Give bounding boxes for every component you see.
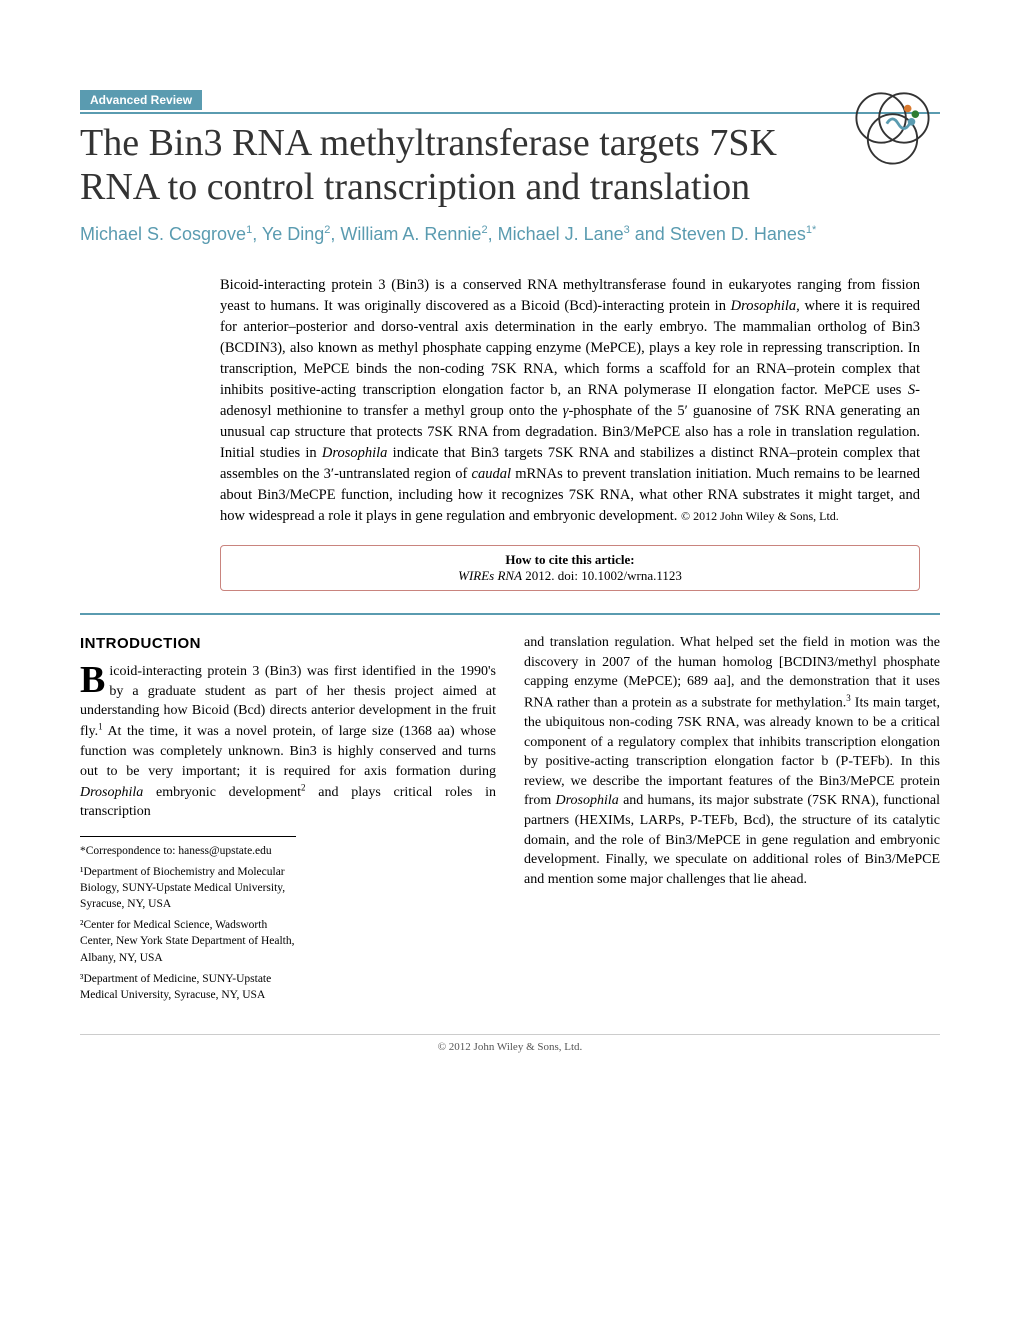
affiliation-1: ¹Department of Biochemistry and Molecula… [80, 864, 296, 912]
article-title: The Bin3 RNA methyltransferase targets 7… [80, 122, 800, 209]
column-left: INTRODUCTION Bicoid-interacting protein … [80, 633, 496, 1008]
correspondence: *Correspondence to: haness@upstate.edu [80, 843, 296, 859]
cite-heading: How to cite this article: [231, 552, 909, 568]
abstract-copyright: © 2012 John Wiley & Sons, Ltd. [681, 509, 839, 523]
intro-paragraph-1: Bicoid-interacting protein 3 (Bin3) was … [80, 662, 496, 822]
abstract-block: Bicoid-interacting protein 3 (Bin3) is a… [220, 275, 920, 527]
cite-reference: WIREs RNA 2012. doi: 10.1002/wrna.1123 [231, 568, 909, 584]
header: Advanced Review The Bin3 RNA methyltrans… [80, 90, 940, 247]
journal-logo [845, 80, 940, 175]
section-divider [80, 613, 940, 615]
review-type-badge: Advanced Review [80, 90, 202, 110]
column-right: and translation regulation. What helped … [524, 633, 940, 1008]
body-columns: INTRODUCTION Bicoid-interacting protein … [80, 633, 940, 1008]
intro-paragraph-2: and translation regulation. What helped … [524, 633, 940, 889]
affiliation-2: ²Center for Medical Science, Wadsworth C… [80, 917, 296, 965]
header-rule [80, 112, 940, 114]
abstract-text: Bicoid-interacting protein 3 (Bin3) is a… [220, 277, 920, 524]
citation-box: How to cite this article: WIREs RNA 2012… [220, 545, 920, 591]
section-heading: INTRODUCTION [80, 633, 496, 654]
footnotes-block: *Correspondence to: haness@upstate.edu ¹… [80, 836, 296, 1003]
page-footer: © 2012 John Wiley & Sons, Ltd. [80, 1034, 940, 1053]
affiliation-3: ³Department of Medicine, SUNY-Upstate Me… [80, 971, 296, 1003]
dropcap: B [80, 662, 109, 695]
authors-line: Michael S. Cosgrove1, Ye Ding2, William … [80, 223, 940, 246]
